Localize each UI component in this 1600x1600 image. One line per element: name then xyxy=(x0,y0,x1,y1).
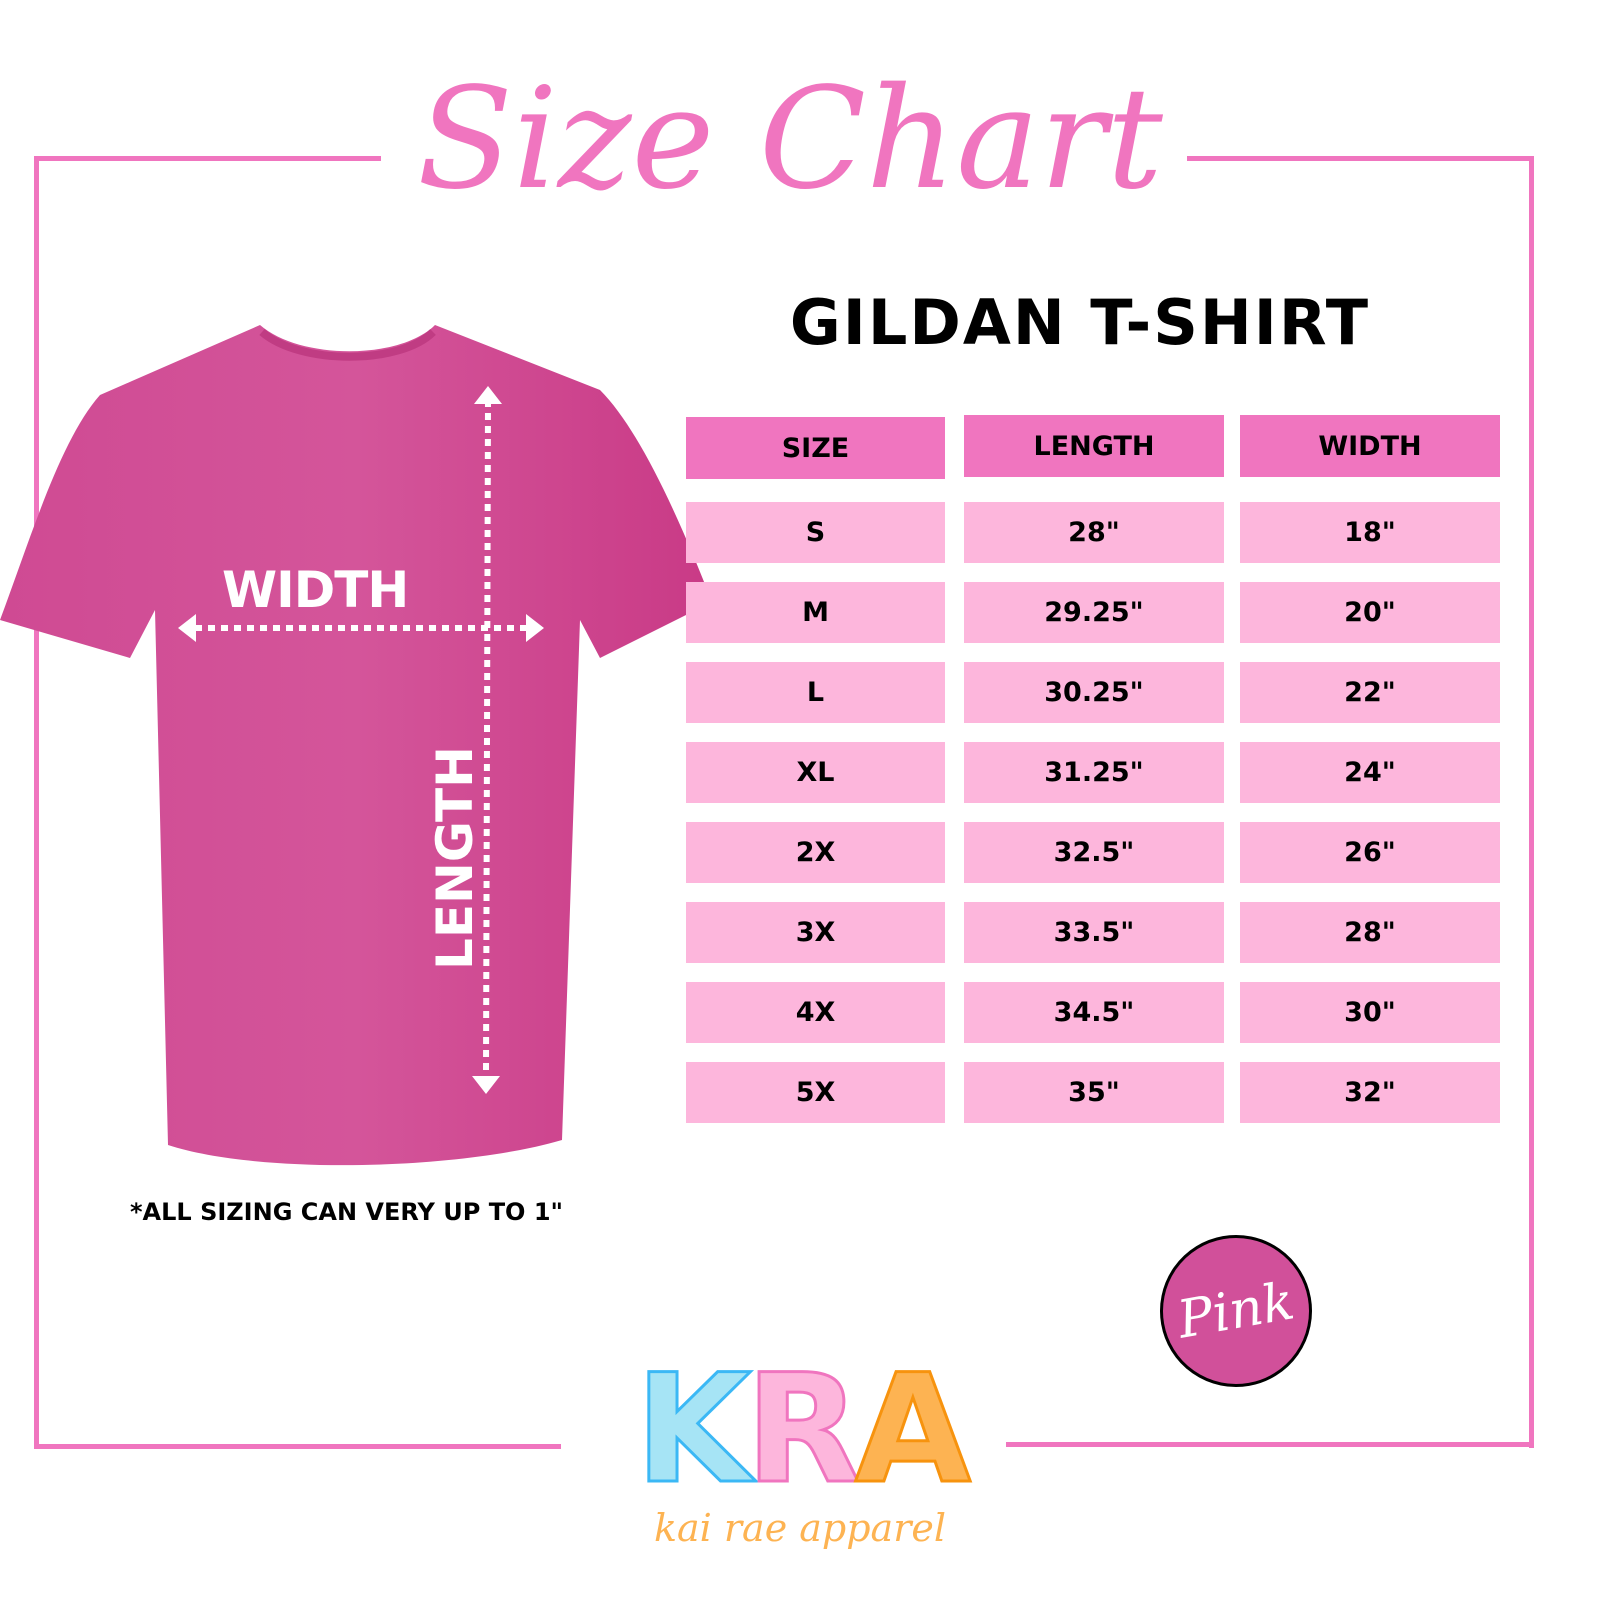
color-badge-label: Pink xyxy=(1173,1271,1299,1351)
header-size: SIZE xyxy=(686,417,945,479)
frame-top-left xyxy=(34,156,381,161)
logo-letter-k: K xyxy=(634,1343,753,1517)
cell-width: 24" xyxy=(1240,742,1500,803)
cell-width: 26" xyxy=(1240,822,1500,883)
cell-size: L xyxy=(686,662,945,723)
cell-size: XL xyxy=(686,742,945,803)
cell-length: 28" xyxy=(964,502,1224,563)
cell-width: 32" xyxy=(1240,1062,1500,1123)
cell-length: 33.5" xyxy=(964,902,1224,963)
page-title: Size Chart xyxy=(417,58,1163,221)
frame-right xyxy=(1529,156,1534,1448)
frame-top-right xyxy=(1187,156,1534,161)
header-width: WIDTH xyxy=(1240,415,1500,477)
cell-length: 29.25" xyxy=(964,582,1224,643)
cell-width: 28" xyxy=(1240,902,1500,963)
width-label: WIDTH xyxy=(222,561,409,619)
cell-size: 3X xyxy=(686,902,945,963)
cell-size: 2X xyxy=(686,822,945,883)
cell-length: 30.25" xyxy=(964,662,1224,723)
cell-length: 32.5" xyxy=(964,822,1224,883)
header-length: LENGTH xyxy=(964,415,1224,477)
frame-bottom-left xyxy=(34,1444,561,1449)
logo-tagline: kai rae apparel xyxy=(653,1506,947,1550)
cell-length: 31.25" xyxy=(964,742,1224,803)
cell-size: S xyxy=(686,502,945,563)
cell-width: 22" xyxy=(1240,662,1500,723)
frame-left xyxy=(34,156,39,1449)
cell-size: 4X xyxy=(686,982,945,1043)
cell-size: M xyxy=(686,582,945,643)
logo-letter-a: A xyxy=(853,1343,972,1517)
cell-length: 35" xyxy=(964,1062,1224,1123)
tshirt-image xyxy=(0,325,712,1166)
logo-letter-r: R xyxy=(744,1343,862,1517)
frame-bottom-right xyxy=(1006,1442,1534,1447)
length-arrow xyxy=(483,399,491,1073)
cell-width: 20" xyxy=(1240,582,1500,643)
color-badge: Pink xyxy=(1147,1222,1325,1400)
brand-logo: KRA kai rae apparel xyxy=(600,1354,1000,1551)
sizing-note: *ALL SIZING CAN VERY UP TO 1" xyxy=(130,1198,564,1226)
cell-width: 18" xyxy=(1240,502,1500,563)
cell-size: 5X xyxy=(686,1062,945,1123)
length-label: LENGTH xyxy=(426,746,484,970)
cell-width: 30" xyxy=(1240,982,1500,1043)
cell-length: 34.5" xyxy=(964,982,1224,1043)
product-subtitle: GILDAN T-SHIRT xyxy=(789,286,1371,359)
